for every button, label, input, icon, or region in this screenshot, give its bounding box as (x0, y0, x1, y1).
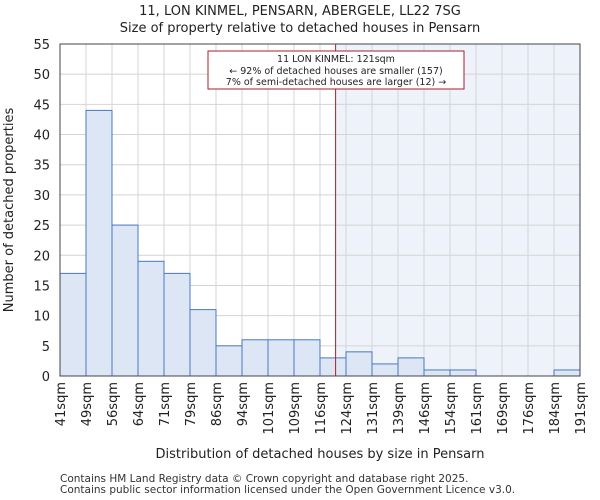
y-tick-label: 5 (42, 340, 50, 355)
chart-title: 11, LON KINMEL, PENSARN, ABERGELE, LL22 … (139, 4, 461, 19)
x-axis-label: Distribution of detached houses by size … (156, 447, 485, 462)
bar[interactable] (215, 345, 243, 377)
plot-frame (59, 43, 581, 377)
bar[interactable] (553, 369, 581, 377)
x-tick-label: 176sqm (522, 382, 537, 435)
x-tick-label: 146sqm (418, 382, 433, 435)
y-tick-label: 40 (33, 129, 50, 144)
y-tick-label: 20 (33, 249, 50, 264)
x-tick-label: 109sqm (288, 382, 303, 435)
y-tick-label: 25 (33, 219, 50, 234)
annotation-line-1: 11 LON KINMEL: 121sqm (277, 54, 395, 65)
annotation-line-2: ← 92% of detached houses are smaller (15… (229, 66, 442, 77)
x-tick-label: 131sqm (366, 382, 381, 435)
x-tick-label: 101sqm (262, 382, 277, 435)
bar[interactable] (371, 363, 399, 377)
bar[interactable] (345, 351, 373, 377)
x-tick-label: 154sqm (444, 382, 459, 435)
x-tick-label: 71sqm (158, 382, 173, 426)
x-tick-label: 56sqm (106, 382, 121, 426)
bar[interactable] (423, 369, 451, 377)
bar[interactable] (397, 357, 425, 377)
y-tick-label: 45 (33, 98, 50, 113)
bar[interactable] (111, 224, 139, 377)
x-tick-label: 79sqm (184, 382, 199, 426)
y-tick-label: 35 (33, 159, 50, 174)
bar[interactable] (85, 109, 113, 377)
highlight-region (335, 44, 580, 376)
x-tick-label: 124sqm (340, 382, 355, 435)
footer-copyright: Contains HM Land Registry data © Crown c… (60, 473, 469, 485)
y-tick-label: 50 (33, 68, 50, 83)
y-tick-label: 0 (42, 370, 50, 385)
bar[interactable] (137, 260, 165, 377)
bar[interactable] (293, 339, 321, 377)
y-tick-label: 30 (33, 189, 50, 204)
bar[interactable] (163, 272, 191, 377)
x-tick-label: 184sqm (548, 382, 563, 435)
x-tick-label: 41sqm (54, 382, 69, 426)
x-tick-label: 139sqm (392, 382, 407, 435)
bar[interactable] (189, 309, 217, 377)
annotation-box (207, 50, 465, 90)
x-tick-label: 94sqm (236, 382, 251, 426)
bar[interactable] (59, 272, 87, 377)
footer-licence: Contains public sector information licen… (60, 484, 516, 496)
y-tick-label: 10 (33, 310, 50, 325)
bar[interactable] (319, 357, 347, 377)
y-axis-label: Number of detached properties (2, 108, 17, 313)
x-tick-label: 169sqm (496, 382, 511, 435)
bar[interactable] (449, 369, 477, 377)
y-tick-label: 15 (33, 279, 50, 294)
x-tick-label: 49sqm (80, 382, 95, 426)
x-tick-label: 161sqm (470, 382, 485, 435)
x-tick-label: 64sqm (132, 382, 147, 426)
x-tick-label: 86sqm (210, 382, 225, 426)
y-tick-label: 55 (33, 38, 50, 53)
annotation-line-3: 7% of semi-detached houses are larger (1… (226, 77, 446, 88)
chart-subtitle: Size of property relative to detached ho… (119, 21, 481, 36)
x-tick-label: 116sqm (314, 382, 329, 435)
x-tick-label: 191sqm (574, 382, 589, 435)
bar[interactable] (241, 339, 269, 377)
bar[interactable] (267, 339, 295, 377)
